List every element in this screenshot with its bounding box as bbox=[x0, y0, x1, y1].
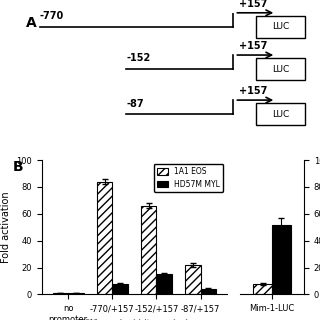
Bar bbox=[68, 293, 84, 294]
Text: -770: -770 bbox=[40, 11, 64, 21]
FancyBboxPatch shape bbox=[256, 58, 305, 80]
Bar bbox=[97, 181, 112, 294]
Bar bbox=[53, 293, 68, 294]
Bar bbox=[185, 265, 201, 294]
Bar bbox=[272, 225, 291, 294]
FancyBboxPatch shape bbox=[256, 103, 305, 125]
Text: B: B bbox=[13, 160, 23, 174]
Text: A: A bbox=[26, 16, 36, 30]
Text: LUC: LUC bbox=[272, 110, 289, 119]
Y-axis label: Fold activation: Fold activation bbox=[1, 191, 11, 263]
Bar bbox=[156, 274, 172, 294]
Bar bbox=[112, 284, 128, 294]
Text: +157: +157 bbox=[239, 41, 267, 51]
Text: LUC: LUC bbox=[272, 22, 289, 31]
Text: -87: -87 bbox=[126, 99, 144, 108]
Bar bbox=[141, 206, 156, 294]
Text: LUC: LUC bbox=[272, 65, 289, 74]
Bar bbox=[253, 284, 272, 294]
Bar bbox=[201, 289, 216, 294]
Legend: 1A1 EOS, HD57M MYL: 1A1 EOS, HD57M MYL bbox=[154, 164, 223, 192]
Text: -152: -152 bbox=[126, 53, 151, 63]
Text: +157: +157 bbox=[239, 86, 267, 96]
Text: EOS13 promoter deletion constructs: EOS13 promoter deletion constructs bbox=[77, 319, 192, 320]
FancyBboxPatch shape bbox=[256, 16, 305, 38]
Text: +157: +157 bbox=[239, 0, 267, 9]
